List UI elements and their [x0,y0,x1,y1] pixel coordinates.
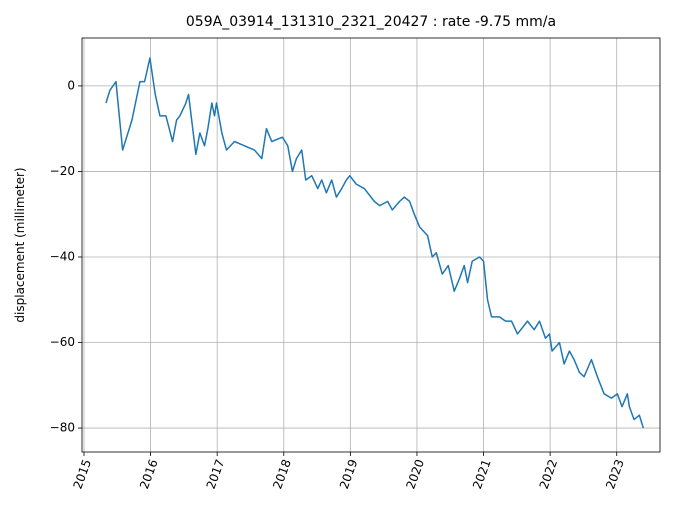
plot-frame [81,37,661,453]
y-tick-label: −40 [50,249,75,263]
y-tick-label: −20 [50,164,75,178]
x-tick-label: 2020 [403,457,427,490]
chart-title: 059A_03914_131310_2321_20427 : rate -9.7… [186,14,556,30]
x-tick-label: 2017 [204,457,228,490]
x-tick-label: 2019 [337,457,361,490]
y-tick-label: 0 [67,78,75,92]
x-tick-label: 2023 [603,457,627,490]
x-tick-label: 2022 [537,457,561,490]
x-tick-label: 2016 [137,457,161,490]
x-tick-label: 2018 [270,457,294,490]
y-tick-label: −80 [50,421,75,435]
y-tick-label: −60 [50,335,75,349]
x-tick-label: 2015 [71,457,95,490]
y-axis-label: displacement (millimeter) [13,167,27,322]
x-tick-label: 2021 [470,457,494,490]
data-line [105,57,645,429]
